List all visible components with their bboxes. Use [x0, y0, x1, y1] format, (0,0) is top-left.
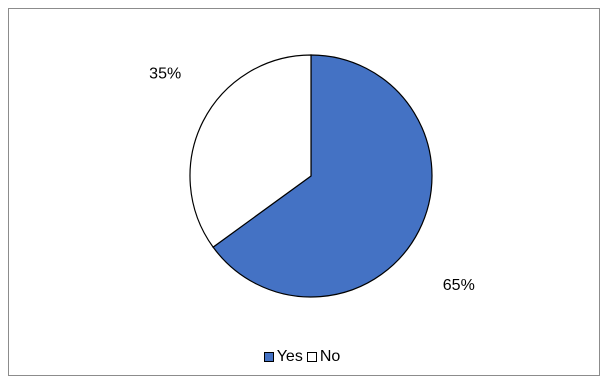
pie-slices	[189, 54, 433, 298]
pie-slice-no	[189, 54, 312, 248]
legend-item-no: No	[306, 348, 341, 366]
data-label-no: 35%	[149, 65, 181, 82]
legend-swatch-no	[306, 352, 317, 362]
legend-swatch-yes	[263, 352, 274, 362]
legend-item-yes: Yes	[263, 348, 303, 366]
legend-label-yes: Yes	[276, 348, 303, 365]
data-label-yes: 65%	[443, 277, 475, 294]
legend-label-no: No	[319, 348, 341, 365]
pie-labels: 65% 35%	[149, 65, 475, 294]
legend: Yes No	[0, 348, 604, 366]
pie-slice-yes	[212, 54, 433, 298]
